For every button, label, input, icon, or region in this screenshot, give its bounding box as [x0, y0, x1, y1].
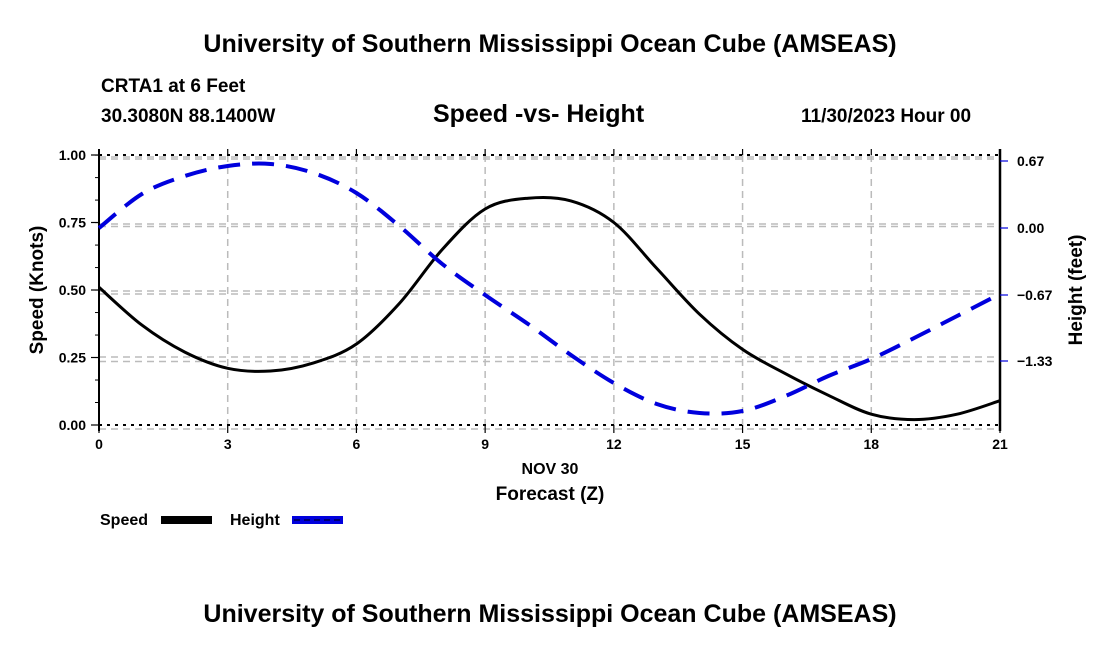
x-tick-label: 9 — [481, 436, 489, 452]
axis-ticks: 0 3 6 9 12 15 18 21 0.00 0.25 0.50 0.75 1.00 0.67 0.00… — [59, 147, 1053, 452]
x-axis-label: Forecast (Z) — [496, 484, 605, 505]
y2-tick-label: −1.33 — [1017, 353, 1053, 369]
y-tick-label: 0.00 — [59, 417, 86, 433]
legend-speed-label: Speed — [100, 512, 148, 529]
series-line-speed — [98, 195, 1001, 422]
y-tick-label: 0.50 — [59, 282, 86, 298]
y-tick-label: 0.75 — [59, 215, 86, 231]
legend-speed-swatch — [161, 516, 212, 524]
y-axis-label: Speed (Knots) — [27, 226, 48, 355]
plot-frame — [98, 149, 1002, 431]
chart-title: Speed -vs- Height — [433, 100, 645, 128]
y-tick-label: 0.25 — [59, 350, 86, 366]
x-tick-label: 0 — [95, 436, 103, 452]
series-lines — [97, 161, 1001, 422]
footer-title: University of Southern Mississippi Ocean… — [203, 600, 897, 628]
station-label: CRTA1 at 6 Feet — [101, 76, 246, 97]
x-tick-label: 21 — [992, 436, 1008, 452]
y2-tick-label: 0.00 — [1017, 220, 1044, 236]
x-axis-date-label: NOV 30 — [522, 461, 579, 478]
legend: Speed Height — [100, 512, 343, 529]
y2-tick-label: −0.67 — [1017, 287, 1053, 303]
x-tick-label: 12 — [606, 436, 622, 452]
legend-height-label: Height — [230, 512, 280, 529]
y-tick-label: 1.00 — [59, 147, 86, 163]
station-coordinates: 30.3080N 88.1400W — [101, 106, 276, 127]
y2-tick-label: 0.67 — [1017, 153, 1044, 169]
x-tick-label: 3 — [224, 436, 232, 452]
forecast-datetime: 11/30/2023 Hour 00 — [801, 106, 972, 127]
y2-axis-label: Height (feet) — [1066, 235, 1087, 346]
main-title: University of Southern Mississippi Ocean… — [203, 30, 897, 58]
x-tick-label: 6 — [353, 436, 361, 452]
x-tick-label: 18 — [863, 436, 879, 452]
x-tick-label: 15 — [735, 436, 751, 452]
grid — [99, 155, 1000, 430]
series-line-height — [97, 161, 1001, 416]
